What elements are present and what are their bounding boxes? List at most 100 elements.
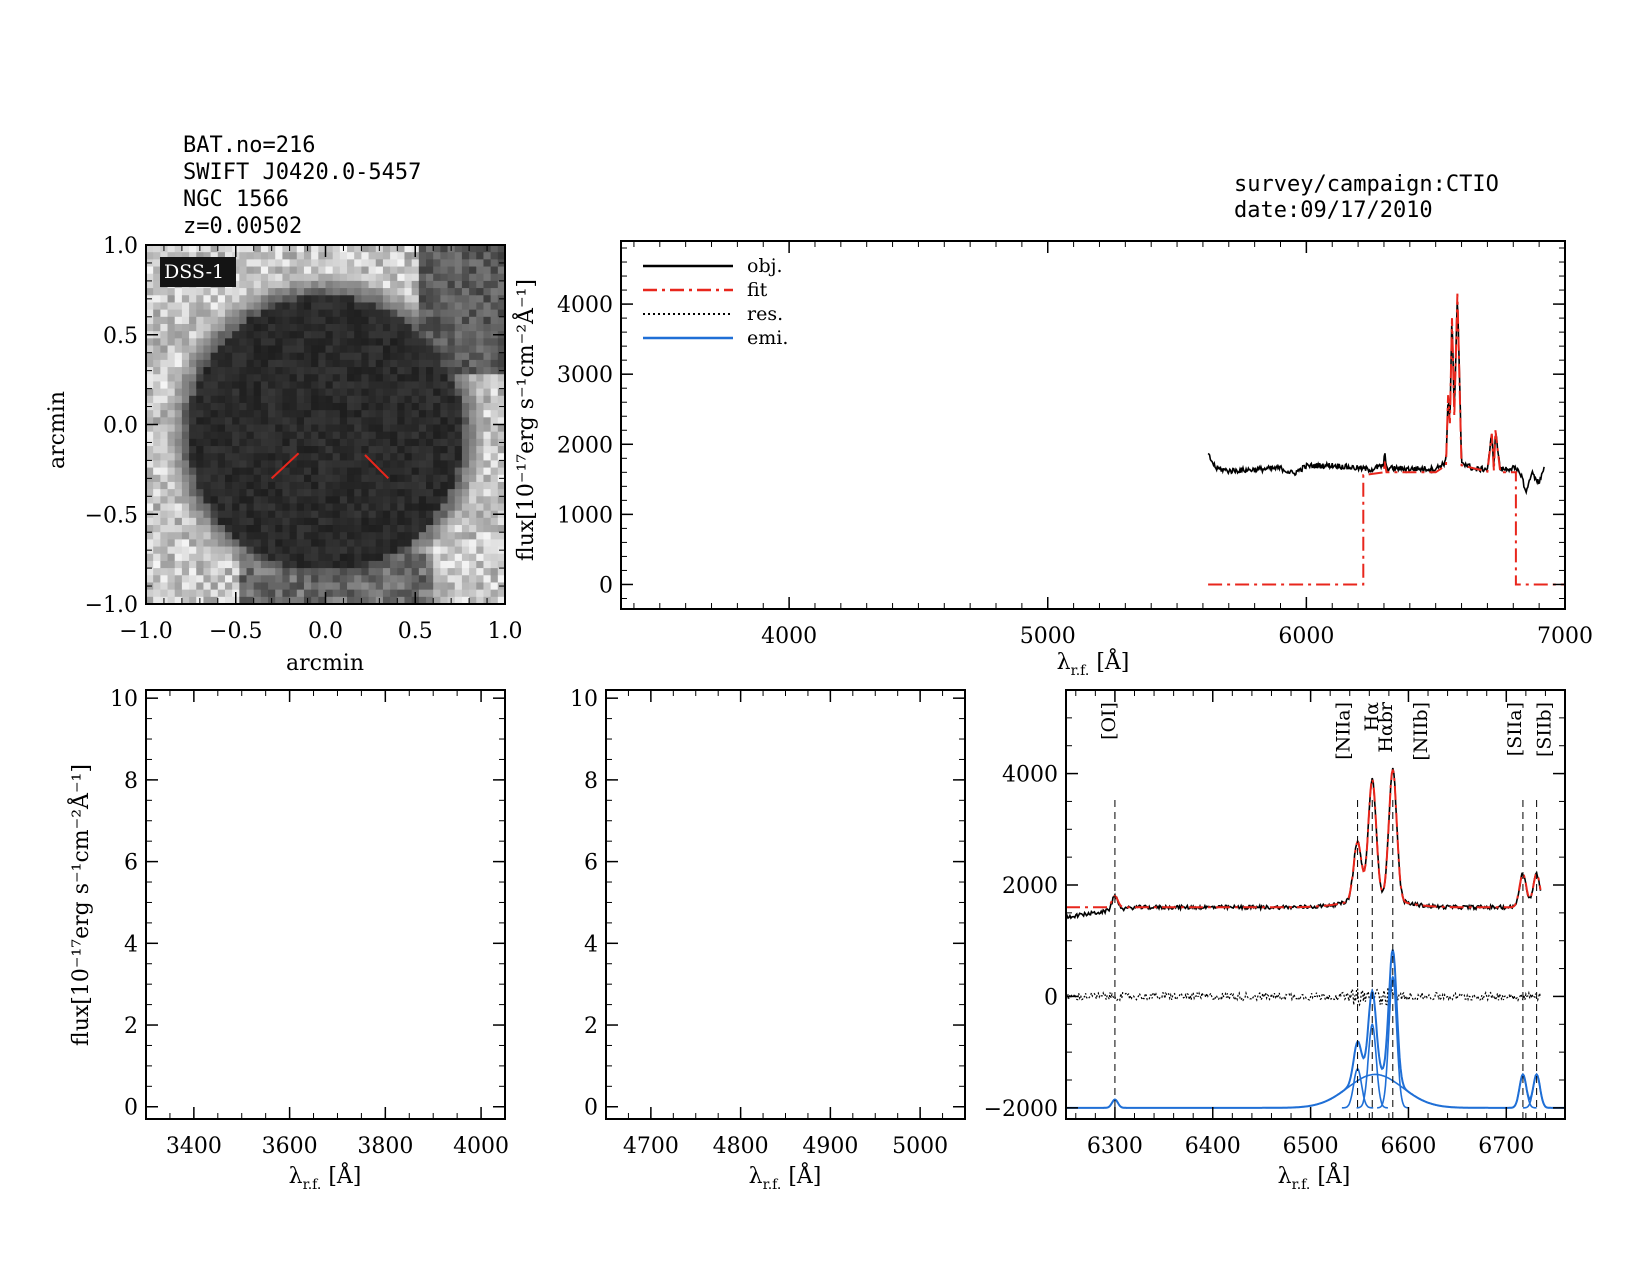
image-pixel	[411, 474, 420, 483]
image-pixel	[203, 431, 212, 440]
image-pixel	[196, 252, 204, 260]
image-pixel	[289, 402, 298, 411]
image-pixel	[390, 388, 398, 397]
image-pixel	[232, 374, 240, 382]
image-pixel	[160, 395, 169, 404]
image-pixel	[354, 395, 362, 404]
image-pixel	[318, 474, 326, 483]
image-pixel	[325, 539, 334, 548]
image-pixel	[311, 331, 319, 339]
y-tick-label: 2	[124, 1014, 138, 1039]
image-pixel	[153, 352, 161, 361]
image-pixel	[347, 316, 355, 325]
image-pixel	[440, 503, 449, 512]
image-pixel	[210, 546, 219, 555]
image-pixel	[296, 489, 305, 497]
image-pixel	[411, 367, 420, 375]
image-pixel	[404, 381, 413, 390]
image-pixel	[296, 245, 305, 253]
image-pixel	[167, 596, 176, 604]
image-pixel	[361, 474, 370, 483]
image-pixel	[354, 323, 362, 332]
image-pixel	[217, 323, 226, 332]
image-pixel	[260, 410, 269, 418]
image-pixel	[469, 381, 477, 390]
image-pixel	[426, 446, 434, 454]
image-pixel	[268, 395, 276, 404]
image-pixel	[181, 323, 190, 332]
image-pixel	[476, 481, 484, 490]
image-pixel	[469, 273, 477, 282]
image-pixel	[282, 489, 291, 497]
image-pixel	[426, 309, 434, 318]
image-pixel	[318, 410, 326, 418]
image-pixel	[260, 395, 269, 404]
image-pixel	[296, 338, 305, 347]
image-pixel	[339, 589, 348, 598]
image-pixel	[418, 553, 427, 562]
image-pixel	[217, 309, 226, 318]
image-pixel	[232, 517, 240, 526]
image-pixel	[347, 503, 355, 512]
image-pixel	[433, 266, 441, 275]
image-pixel	[325, 381, 334, 390]
image-pixel	[447, 295, 456, 303]
image-pixel	[382, 589, 391, 598]
image-pixel	[361, 266, 370, 275]
image-pixel	[404, 302, 413, 311]
image-pixel	[483, 395, 492, 404]
image-pixel	[332, 280, 341, 289]
image-pixel	[196, 560, 204, 569]
image-pixel	[246, 446, 255, 454]
image-pixel	[181, 460, 190, 469]
image-pixel	[354, 575, 362, 583]
image-pixel	[447, 575, 456, 583]
image-pixel	[476, 410, 484, 418]
image-pixel	[153, 424, 161, 433]
image-pixel	[433, 489, 441, 497]
image-pixel	[404, 446, 413, 454]
image-pixel	[239, 532, 248, 540]
image-pixel	[404, 546, 413, 555]
image-pixel	[347, 309, 355, 318]
image-pixel	[224, 517, 233, 526]
image-pixel	[447, 560, 456, 569]
image-pixel	[418, 431, 427, 440]
halpha-xlabel: λr.f. [Å]	[1278, 1161, 1351, 1193]
image-pixel	[375, 252, 384, 260]
image-pixel	[354, 402, 362, 411]
image-pixel	[368, 589, 377, 598]
image-pixel	[318, 560, 326, 569]
image-pixel	[440, 546, 449, 555]
image-pixel	[490, 395, 499, 404]
image-pixel	[426, 338, 434, 347]
image-pixel	[390, 525, 398, 533]
image-pixel	[447, 582, 456, 591]
image-pixel	[268, 402, 276, 411]
image-pixel	[469, 553, 477, 562]
image-pixel	[275, 388, 283, 397]
image-pixel	[440, 539, 449, 548]
image-pixel	[232, 323, 240, 332]
image-pixel	[497, 417, 505, 425]
image-pixel	[325, 568, 334, 576]
image-pixel	[469, 546, 477, 555]
image-pixel	[268, 546, 276, 555]
image-pixel	[375, 302, 384, 311]
image-pixel	[303, 323, 312, 332]
image-pixel	[332, 467, 341, 476]
image-pixel	[368, 410, 377, 418]
image-pixel	[303, 359, 312, 368]
image-pixel	[426, 589, 434, 598]
image-pixel	[210, 302, 219, 311]
image-pixel	[217, 252, 226, 260]
image-pixel	[246, 489, 255, 497]
image-pixel	[490, 367, 499, 375]
image-pixel	[433, 474, 441, 483]
image-pixel	[253, 503, 262, 512]
image-pixel	[189, 388, 197, 397]
image-pixel	[469, 295, 477, 303]
image-pixel	[196, 582, 204, 591]
image-pixel	[347, 359, 355, 368]
image-pixel	[454, 575, 463, 583]
